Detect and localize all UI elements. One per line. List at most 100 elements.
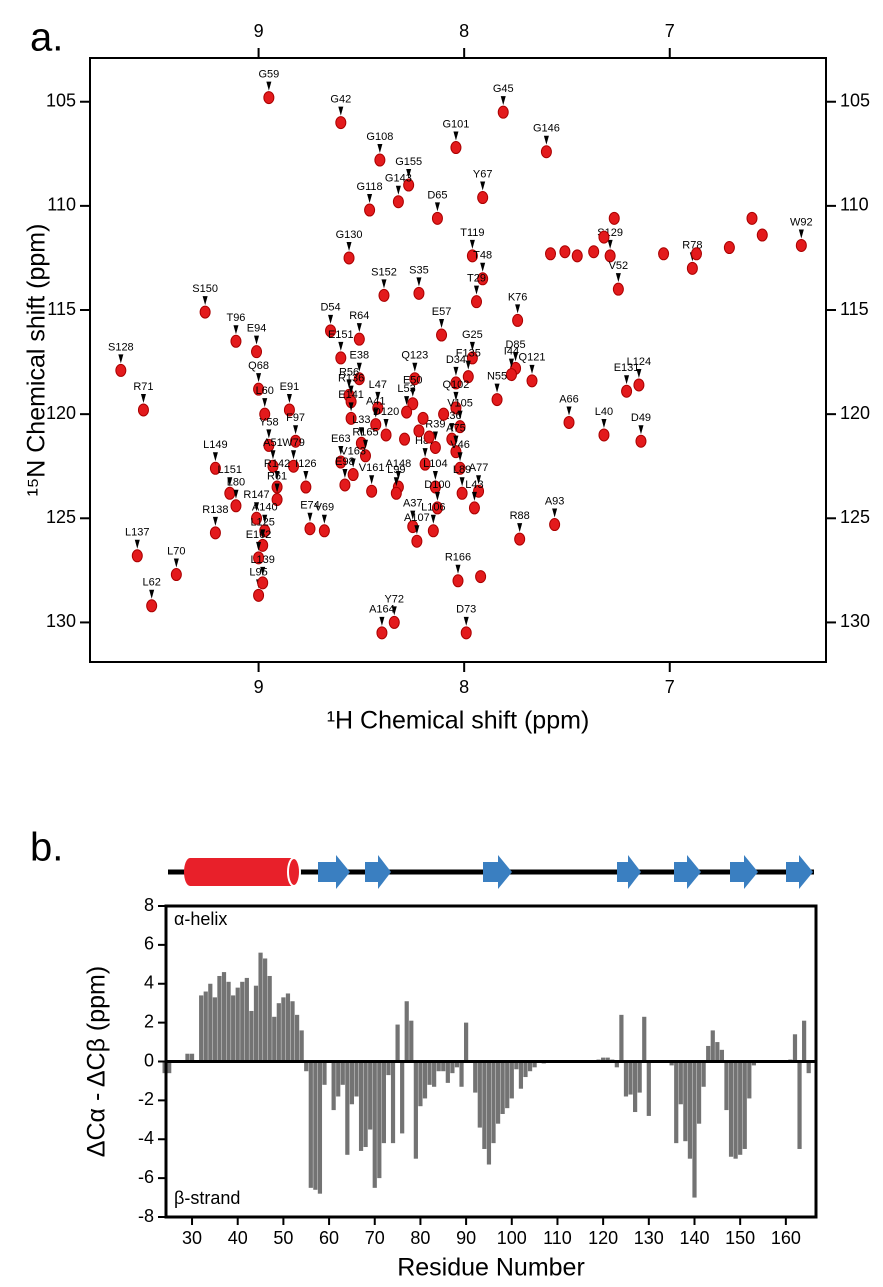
strand — [786, 855, 813, 889]
label-pointer — [469, 341, 475, 351]
peak-label: G25 — [462, 329, 483, 341]
bar — [390, 1061, 396, 1144]
bar — [719, 1049, 725, 1062]
peak-label: L40 — [595, 406, 613, 418]
bar — [317, 1061, 323, 1194]
helix-end — [184, 858, 196, 886]
label-pointer — [254, 335, 260, 345]
bar — [454, 1061, 460, 1068]
bar — [345, 1061, 350, 1155]
peak — [419, 457, 431, 471]
bar — [701, 1061, 706, 1087]
peak-label: T96 — [226, 312, 245, 324]
bar — [491, 1061, 496, 1144]
peak — [364, 203, 376, 217]
label-pointer — [293, 425, 299, 435]
label-pointer — [266, 429, 272, 439]
y-tick-label: 130 — [46, 611, 76, 631]
bar — [340, 1061, 345, 1085]
peak-label: S35 — [409, 264, 429, 276]
label-pointer — [256, 541, 262, 551]
label-pointer — [356, 362, 362, 372]
bar — [678, 1061, 683, 1105]
y-tick-label: -8 — [138, 1206, 154, 1226]
bar — [253, 985, 259, 1062]
label-pointer — [430, 514, 436, 524]
peak-label: D85 — [505, 339, 525, 351]
label-pointer — [338, 106, 344, 116]
label-pointer — [212, 516, 218, 526]
bar — [212, 997, 217, 1062]
label-pointer — [393, 477, 399, 487]
peak-label: D73 — [456, 604, 476, 616]
bar — [637, 1061, 642, 1093]
bar — [802, 1020, 807, 1062]
bar — [167, 1061, 172, 1074]
x-tick-label: 100 — [497, 1228, 527, 1248]
y-tick-label: 6 — [144, 934, 154, 954]
x-tick-label: 60 — [319, 1228, 339, 1248]
peak — [588, 245, 600, 259]
peak — [545, 247, 557, 261]
peak — [304, 522, 316, 536]
peak — [795, 238, 807, 252]
label-pointer — [262, 398, 268, 408]
bar — [413, 1061, 418, 1159]
peak — [526, 374, 538, 388]
label-pointer — [303, 471, 309, 481]
strand — [365, 855, 391, 889]
peak — [612, 282, 624, 296]
y-tick-label: 115 — [47, 299, 76, 319]
strand — [483, 855, 512, 889]
peak-label: I44 — [504, 345, 519, 357]
label-pointer — [601, 418, 607, 428]
x-tick-label: 30 — [182, 1228, 202, 1248]
peak-label: T29 — [467, 273, 486, 285]
bar — [797, 1061, 802, 1149]
label-pointer — [480, 181, 486, 191]
label-pointer — [134, 539, 140, 549]
peak — [723, 241, 735, 255]
bar — [445, 1061, 450, 1083]
peak-label: L137 — [125, 527, 149, 539]
peak-label: Y72 — [384, 593, 404, 605]
peak — [413, 424, 425, 438]
x-tick-label: 130 — [634, 1228, 664, 1248]
bar — [240, 981, 245, 1062]
peak — [359, 449, 371, 463]
bar — [299, 1030, 304, 1062]
peak — [390, 486, 402, 500]
peak — [290, 434, 302, 448]
label-pointer — [607, 239, 613, 249]
bar — [290, 1001, 295, 1062]
peak — [431, 211, 443, 225]
label-pointer — [412, 362, 418, 372]
peak — [462, 370, 474, 384]
bar — [747, 1061, 752, 1099]
peak — [257, 576, 269, 590]
peak-label: G45 — [493, 83, 514, 95]
peak — [353, 372, 365, 386]
bar — [422, 1061, 428, 1099]
peak — [491, 393, 503, 407]
peak — [170, 568, 182, 582]
x-tick-label: 80 — [410, 1228, 430, 1248]
peak — [690, 247, 702, 261]
peak — [756, 228, 768, 242]
peak — [224, 486, 236, 500]
peak-label: E50 — [403, 375, 423, 387]
label-pointer — [369, 475, 375, 485]
peak-label: A37 — [403, 498, 423, 510]
label-pointer — [455, 564, 461, 574]
label-pointer — [140, 393, 146, 403]
peak — [454, 420, 466, 434]
bar — [368, 1061, 373, 1130]
bar — [386, 1061, 391, 1076]
peak-label: I126 — [295, 458, 316, 470]
peak-label: Q68 — [248, 360, 269, 372]
peak-label: R166 — [445, 552, 471, 564]
bar — [532, 1061, 537, 1068]
bar — [427, 1061, 432, 1085]
peak-label: A140 — [252, 502, 278, 514]
peak-label: G59 — [258, 68, 279, 80]
